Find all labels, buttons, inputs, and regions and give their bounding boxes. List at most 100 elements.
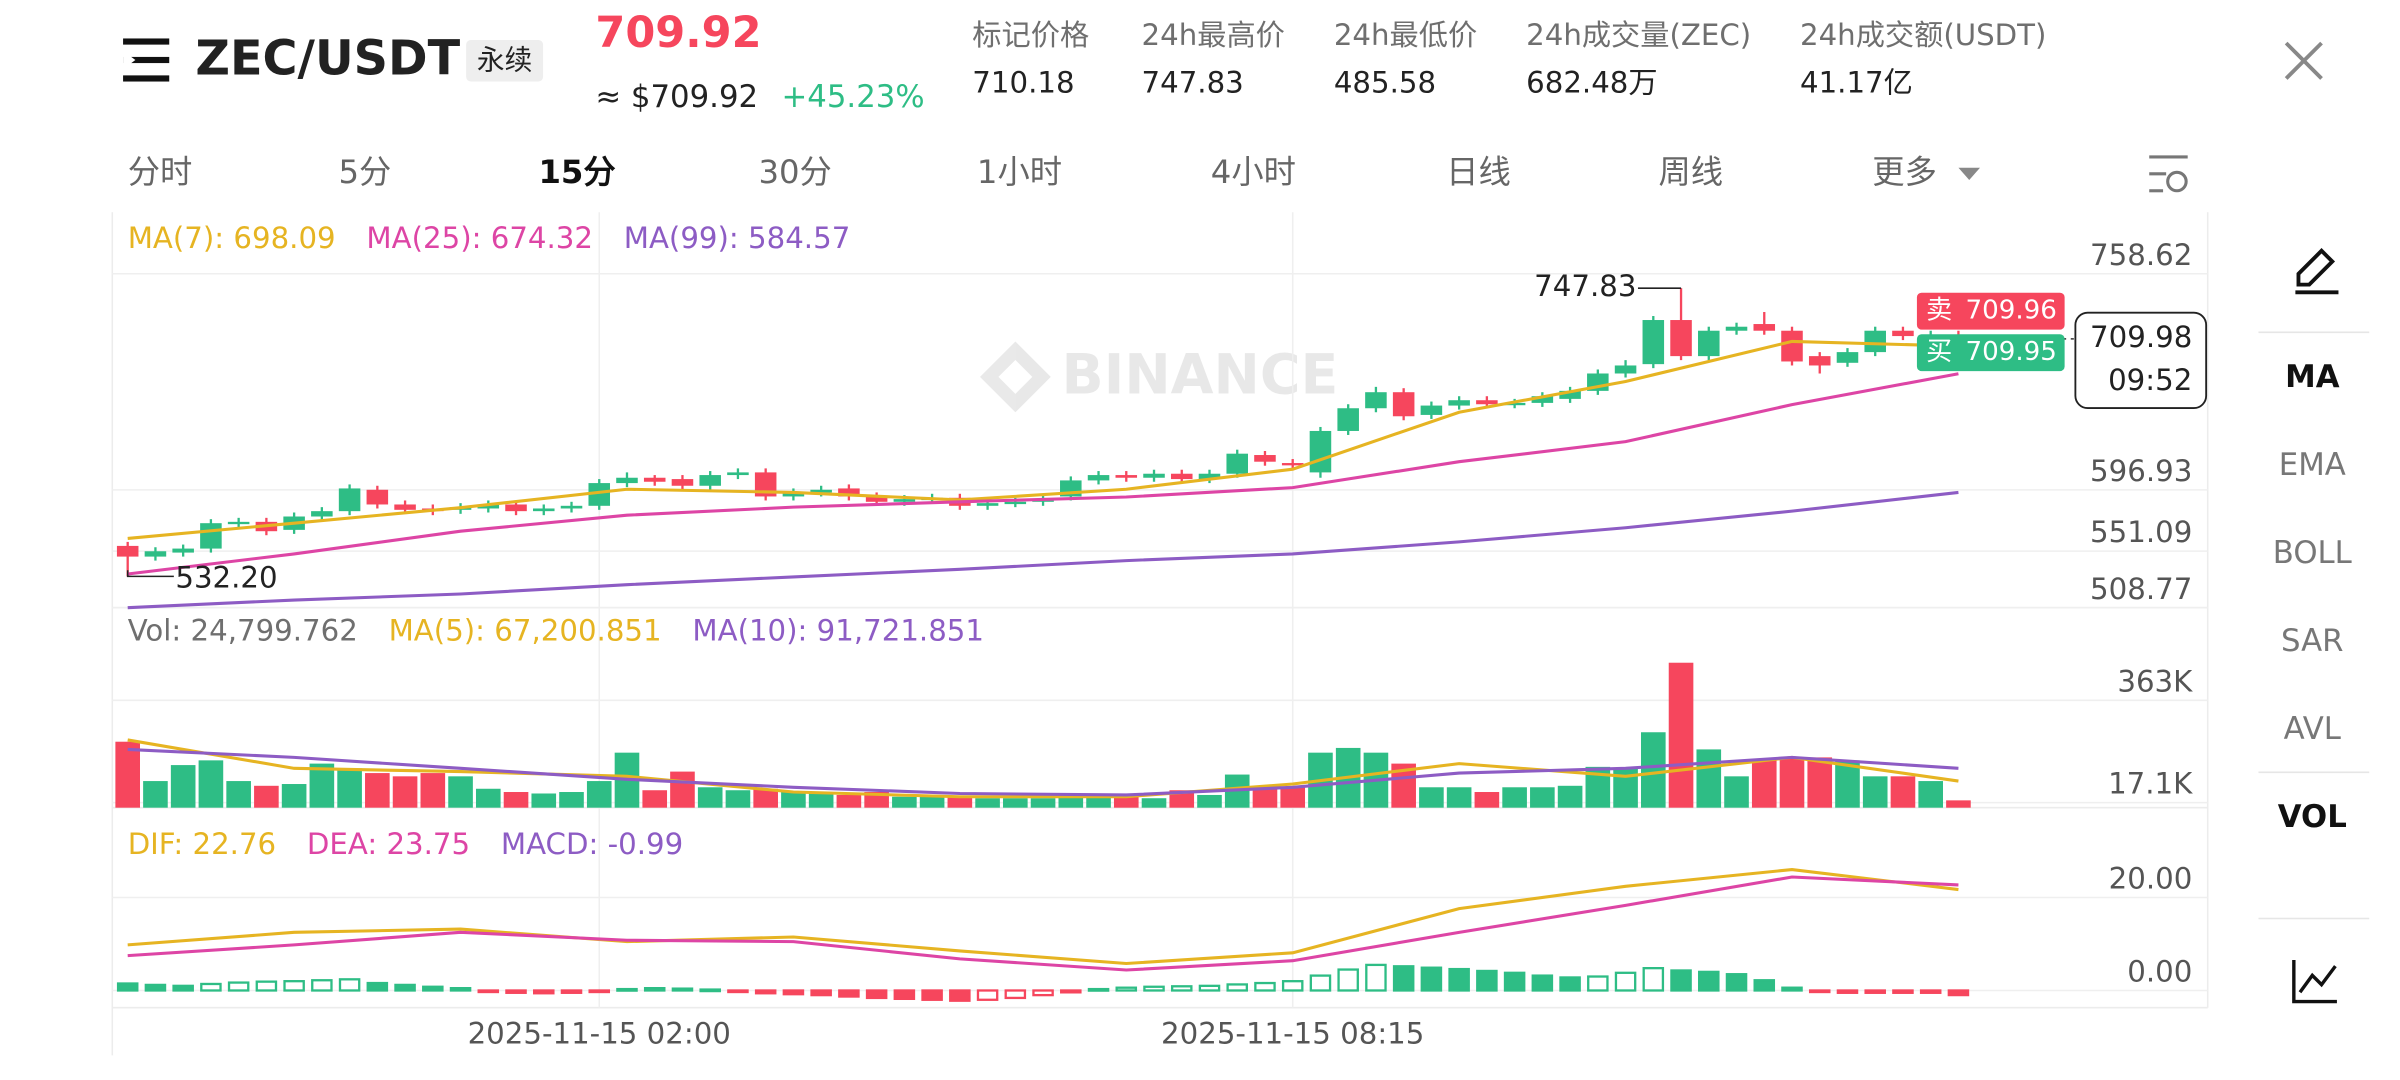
candle-body — [1808, 356, 1831, 366]
indicator-tool[interactable]: SAR — [2281, 623, 2344, 659]
candle-body — [338, 488, 361, 512]
interval-tab[interactable]: 更多 — [1872, 153, 1937, 191]
candle-body — [1170, 473, 1193, 480]
candle-body — [616, 477, 638, 484]
y-tick-label: 596.93 — [2090, 454, 2192, 488]
candle-body — [1698, 330, 1720, 357]
volume-bar — [198, 760, 224, 808]
macd-bar — [116, 982, 139, 992]
macd-bar — [1448, 967, 1470, 992]
macd-bar — [1309, 974, 1332, 992]
volume-bar — [1641, 732, 1666, 808]
macd-bar — [1392, 965, 1415, 992]
indicator-tool[interactable]: VOL — [2278, 799, 2347, 835]
candle-body — [1115, 475, 1138, 478]
candle-body — [1143, 473, 1165, 478]
macd-bar — [338, 978, 361, 992]
candle-body — [893, 499, 916, 502]
volume-bar — [337, 768, 362, 808]
candle-body — [976, 503, 999, 506]
interval-tab[interactable]: 周线 — [1658, 153, 1723, 191]
icon-line — [2298, 965, 2337, 994]
macd-bar — [560, 989, 583, 994]
indicator-tool[interactable]: EMA — [2279, 447, 2346, 483]
draw-tool[interactable] — [2295, 248, 2339, 295]
interval-tab[interactable]: 5分 — [338, 153, 391, 191]
volume-bar — [1086, 796, 1111, 808]
indicator-line — [127, 875, 1959, 972]
icon-bar — [123, 56, 170, 64]
y-tick-label: 508.77 — [2090, 572, 2192, 606]
volume-bar — [143, 781, 168, 808]
macd-bar — [1587, 975, 1609, 992]
macd-bar — [1919, 989, 1942, 994]
countdown: 09:52 — [2108, 363, 2192, 397]
candle-body — [1087, 475, 1110, 481]
macd-bar — [1642, 967, 1665, 992]
more-arrow — [1958, 167, 1980, 180]
volume-bar — [836, 794, 862, 808]
macd-bar — [1808, 989, 1831, 994]
low-label: 532.20 — [175, 560, 277, 594]
close-button[interactable] — [2284, 41, 2323, 80]
volume-bar — [1280, 787, 1306, 808]
candle-body — [1670, 320, 1692, 357]
close-stroke — [2284, 41, 2323, 80]
stat-value: 682.48万 — [1526, 66, 1657, 100]
stat-value: 41.17亿 — [1800, 66, 1913, 100]
candle-body — [838, 488, 860, 497]
legend-entry: MA(99): 584.57 — [624, 221, 851, 255]
candle-body — [200, 523, 222, 549]
indicator-line — [127, 372, 1959, 576]
volume-bar — [1862, 776, 1888, 808]
macd-bar — [976, 989, 999, 1001]
volume-bar — [1890, 776, 1916, 808]
volume-bar — [1502, 787, 1527, 808]
interval-tab[interactable]: 30分 — [758, 153, 831, 191]
interval-tab[interactable]: 1小时 — [977, 153, 1062, 191]
volume-bar — [1779, 757, 1805, 808]
macd-bar — [810, 989, 832, 997]
macd-bar — [1198, 984, 1221, 992]
icon-gear — [2166, 170, 2188, 193]
macd-bar — [533, 989, 555, 995]
interval-tab[interactable]: 4小时 — [1211, 153, 1296, 191]
volume-bar — [1751, 760, 1777, 808]
indicator-tool[interactable]: AVL — [2284, 711, 2341, 747]
indicator-tool[interactable]: BOLL — [2273, 535, 2352, 571]
volume-bar — [170, 765, 196, 808]
candle-body — [1503, 402, 1526, 406]
interval-tab[interactable]: 分时 — [128, 153, 193, 191]
volume-bar — [559, 792, 584, 808]
menu-icon[interactable] — [123, 38, 170, 82]
interval-tab[interactable]: 日线 — [1446, 153, 1511, 191]
volume-bar — [392, 776, 418, 808]
volume-bar — [947, 796, 973, 808]
interval-tab[interactable]: 15分 — [538, 153, 615, 191]
volume-bar — [725, 790, 751, 808]
candle-body — [366, 489, 389, 505]
volume-bar — [892, 796, 917, 808]
sell-tag — [1916, 292, 2065, 330]
volume-bar — [1474, 792, 1500, 808]
candle-body — [1365, 392, 1387, 409]
candle-body — [1448, 400, 1470, 406]
watermark-text: BINANCE — [1062, 344, 1339, 408]
volume-bar — [1003, 798, 1028, 808]
indicator-icon[interactable] — [2292, 960, 2337, 1004]
macd-bar — [311, 979, 333, 992]
macd-bar — [1559, 976, 1581, 992]
indicator-tool[interactable]: MA — [2285, 359, 2340, 395]
settings-icon[interactable] — [2149, 155, 2188, 193]
macd-bar — [1365, 963, 1387, 992]
candle-body — [505, 504, 527, 512]
macd-bar — [865, 989, 888, 1000]
icon-bar — [123, 38, 170, 45]
candle-body — [1559, 390, 1581, 399]
macd-bar — [1337, 968, 1359, 992]
candle-body — [116, 545, 139, 557]
candle-body — [1531, 396, 1554, 403]
indicator-line — [127, 490, 1959, 610]
x-tick-label: 2025-11-15 08:15 — [1161, 1016, 1424, 1050]
